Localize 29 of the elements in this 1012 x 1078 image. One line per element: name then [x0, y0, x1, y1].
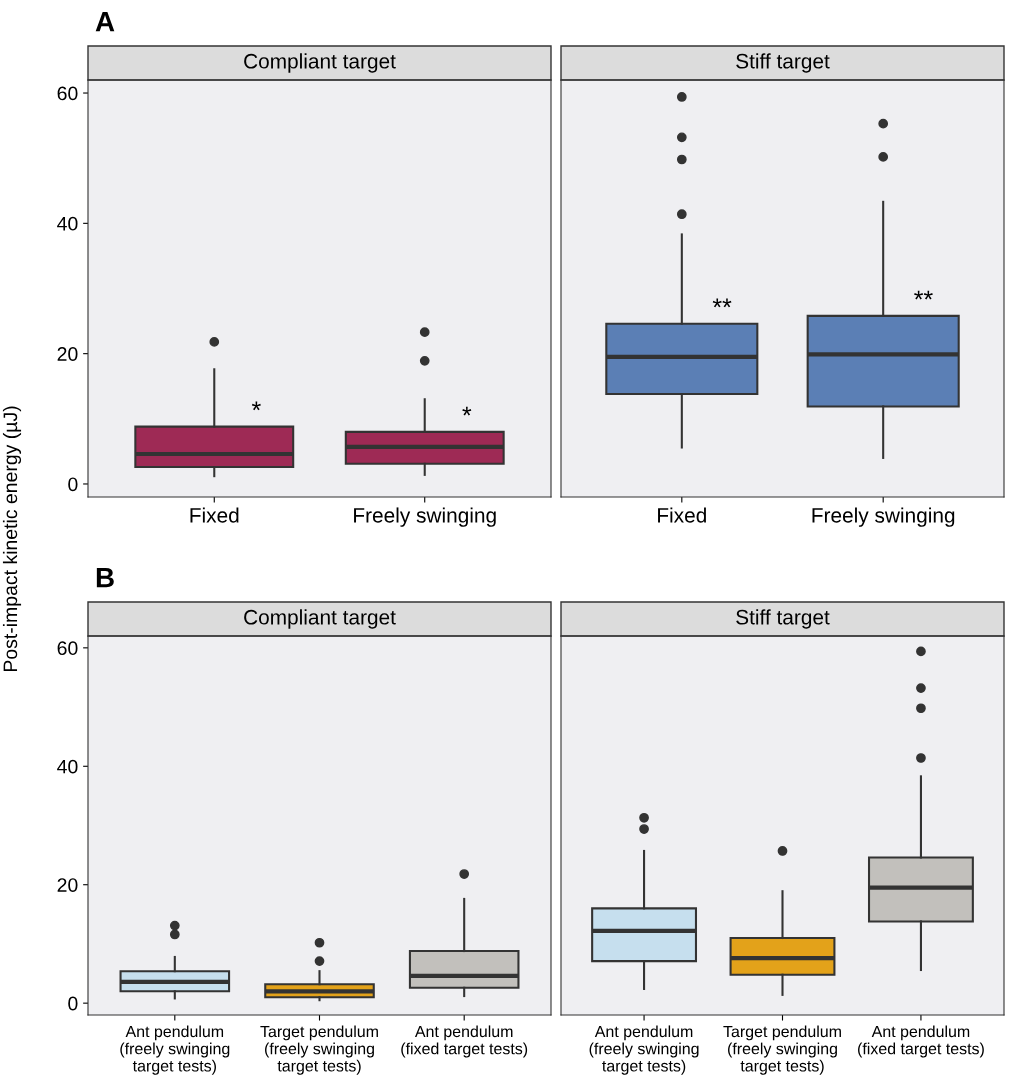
annotation: *	[462, 406, 472, 416]
y-tick-label: 0	[68, 477, 78, 492]
x-tick-label: Ant pendulum (freely swinging target tests)	[589, 1025, 699, 1075]
annotation: **	[914, 290, 933, 300]
chart-title: Compliant target	[244, 609, 396, 629]
y-tick-label: 20	[57, 347, 78, 361]
y-tick-label: 20	[57, 878, 78, 892]
chart-title: Stiff target	[736, 609, 830, 629]
y-tick-label: 40	[57, 759, 78, 774]
annotation: **	[712, 298, 732, 308]
y-tick-label: 0	[68, 996, 78, 1011]
text: A	[95, 12, 115, 32]
x-tick-label: Target pendulum (freely swinging target tests)	[723, 1025, 841, 1075]
y-tick-label: 60	[57, 86, 78, 101]
chart-title: Stiff target	[736, 53, 830, 73]
x-tick-label: Freely swinging	[812, 507, 955, 527]
x-tick-label: Target pendulum (freely swinging target tests)	[260, 1025, 378, 1075]
text: B	[96, 568, 114, 588]
chart-title: Compliant target	[244, 53, 396, 73]
x-tick-label: Ant pendulum (freely swinging target tests)	[120, 1025, 230, 1075]
x-tick-label: Fixed	[190, 507, 239, 523]
annotation: *	[251, 401, 261, 411]
x-tick-label: Fixed	[658, 507, 706, 523]
y-tick-label: 40	[57, 216, 78, 231]
y-axis-title: Post-impact kinetic energy (µJ)	[2, 406, 22, 672]
x-tick-label: Ant pendulum (fixed target tests)	[401, 1025, 528, 1058]
x-tick-label: Ant pendulum (fixed target tests)	[858, 1025, 984, 1058]
y-tick-label: 60	[57, 641, 78, 656]
x-tick-label: Freely swinging	[354, 507, 496, 527]
